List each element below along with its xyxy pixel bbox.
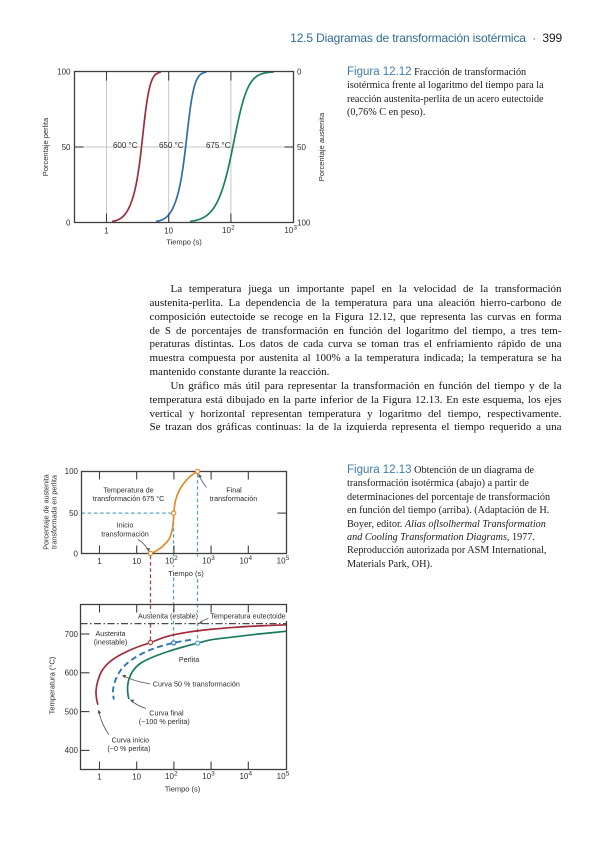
- svg-text:Porcentaje perlita: Porcentaje perlita: [41, 117, 50, 176]
- svg-text:(inestable): (inestable): [94, 638, 128, 647]
- svg-text:3: 3: [293, 225, 297, 232]
- svg-text:10: 10: [164, 227, 173, 236]
- svg-text:10: 10: [165, 772, 174, 781]
- svg-text:10: 10: [132, 557, 141, 566]
- svg-text:Temperatura eutectoide: Temperatura eutectoide: [210, 612, 286, 621]
- svg-text:2: 2: [174, 771, 178, 778]
- svg-text:Tiempo (s): Tiempo (s): [166, 238, 202, 247]
- svg-text:Curva 50 % transformación: Curva 50 % transformación: [153, 680, 240, 689]
- svg-text:0: 0: [66, 218, 71, 227]
- svg-text:675 °C: 675 °C: [206, 141, 231, 150]
- svg-text:transformación 675 °C: transformación 675 °C: [93, 494, 165, 503]
- svg-text:3: 3: [211, 555, 215, 562]
- svg-text:Inicio: Inicio: [117, 521, 134, 530]
- svg-text:100: 100: [297, 218, 311, 227]
- svg-text:(~100 % perlita): (~100 % perlita): [139, 717, 190, 726]
- svg-text:Temperatura (°C): Temperatura (°C): [48, 656, 57, 714]
- svg-text:1: 1: [97, 557, 102, 566]
- svg-text:600: 600: [65, 669, 79, 678]
- svg-text:10: 10: [239, 772, 248, 781]
- svg-text:0: 0: [74, 549, 79, 558]
- svg-text:10: 10: [277, 772, 286, 781]
- svg-text:1: 1: [97, 773, 102, 782]
- svg-text:2: 2: [174, 555, 178, 562]
- svg-text:3: 3: [211, 771, 215, 778]
- svg-text:Tiempo (s): Tiempo (s): [168, 569, 204, 578]
- svg-text:10: 10: [284, 226, 293, 235]
- svg-text:10: 10: [202, 557, 211, 566]
- svg-text:Austenita: Austenita: [96, 629, 126, 638]
- svg-text:50: 50: [69, 509, 78, 518]
- svg-text:100: 100: [57, 67, 71, 76]
- svg-text:50: 50: [62, 143, 71, 152]
- svg-text:4: 4: [249, 555, 253, 562]
- svg-text:0: 0: [297, 67, 302, 76]
- svg-text:650 °C: 650 °C: [159, 141, 184, 150]
- svg-text:10: 10: [277, 557, 286, 566]
- svg-text:Porcentaje austenita: Porcentaje austenita: [317, 112, 326, 181]
- svg-text:10: 10: [132, 773, 141, 782]
- svg-text:10: 10: [239, 557, 248, 566]
- svg-text:600 °C: 600 °C: [113, 141, 138, 150]
- svg-text:Tiempo (s): Tiempo (s): [165, 785, 201, 794]
- svg-text:Final: Final: [226, 486, 242, 495]
- svg-text:Curva final: Curva final: [149, 709, 184, 718]
- svg-text:4: 4: [249, 771, 253, 778]
- svg-text:transformación: transformación: [101, 530, 149, 539]
- svg-text:1: 1: [104, 227, 109, 236]
- svg-text:100: 100: [65, 467, 79, 476]
- svg-text:10: 10: [222, 226, 231, 235]
- svg-text:Austenita (estable): Austenita (estable): [138, 612, 198, 621]
- svg-text:Curva inicio: Curva inicio: [112, 736, 150, 745]
- svg-text:400: 400: [65, 746, 79, 755]
- svg-text:5: 5: [286, 555, 290, 562]
- svg-text:Perlita: Perlita: [179, 655, 199, 664]
- svg-text:Porcentaje de austenita: Porcentaje de austenita: [42, 474, 51, 550]
- svg-text:10: 10: [202, 772, 211, 781]
- svg-text:500: 500: [65, 707, 79, 716]
- svg-text:transformación: transformación: [210, 494, 258, 503]
- svg-text:(~0 % perlita): (~0 % perlita): [107, 744, 150, 753]
- svg-text:700: 700: [65, 630, 79, 639]
- svg-text:50: 50: [297, 143, 306, 152]
- svg-text:2: 2: [231, 225, 235, 232]
- svg-text:transformada en perlita: transformada en perlita: [50, 475, 59, 549]
- svg-text:Temperatura de: Temperatura de: [103, 486, 153, 495]
- svg-text:10: 10: [165, 557, 174, 566]
- svg-text:5: 5: [286, 771, 290, 778]
